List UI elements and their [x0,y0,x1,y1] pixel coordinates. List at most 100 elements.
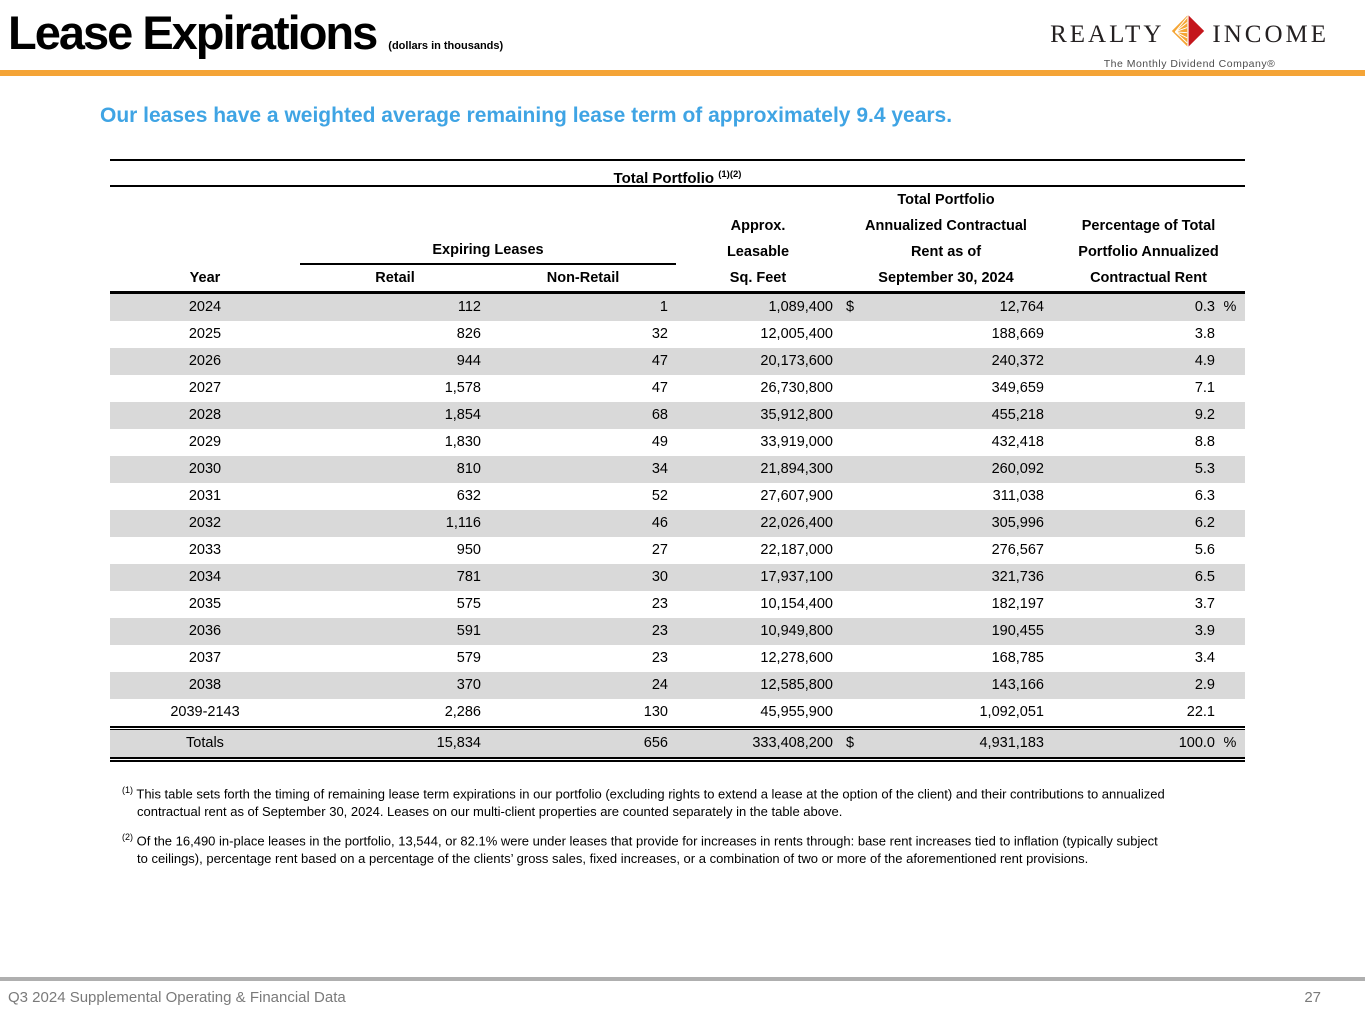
non-retail-cell: 130 [643,704,668,720]
table-row: 2035 575 23 10,154,400 182,197 3.7 [110,591,1245,618]
non-retail-cell: 24 [651,677,668,693]
year-cell: 2027 [188,380,222,396]
dollar-sign-cell [840,375,864,402]
table-row: 2025 826 32 12,005,400 188,669 3.8 [110,321,1245,348]
rent-cell: 188,669 [991,326,1044,342]
dollar-sign-cell [840,483,864,510]
footnote-1-text: This table sets forth the timing of rema… [136,786,1165,819]
page-title: Lease Expirations [8,6,378,59]
rent-cell: 260,092 [991,461,1044,477]
year-cell: Totals [186,735,224,751]
year-cell: 2031 [188,488,222,504]
retail-cell: 591 [456,623,481,639]
year-cell: 2030 [188,461,222,477]
rent-cell: 321,736 [991,569,1044,585]
non-retail-cell: 23 [651,623,668,639]
retail-cell: 1,854 [444,407,481,423]
percentage-cell: 0.3 % [1194,299,1237,315]
year-cell: 2032 [188,515,222,531]
percentage-cell: 5.3 [1194,461,1215,477]
percentage-cell: 100.0 % [1178,735,1237,751]
sq-feet-cell: 33,919,000 [760,434,833,450]
table-row: 2033 950 27 22,187,000 276,567 5.6 [110,537,1245,564]
sq-feet-cell: 10,154,400 [760,596,833,612]
retail-cell: 579 [456,650,481,666]
sq-feet-cell: 22,026,400 [760,515,833,531]
non-retail-cell: 32 [651,326,668,342]
non-retail-cell: 68 [651,407,668,423]
retail-cell: 1,116 [445,515,481,531]
percentage-cell: 7.1 [1194,380,1215,396]
percentage-cell: 9.2 [1194,407,1215,423]
percentage-cell: 6.2 [1194,515,1215,531]
footnotes: (1) This table sets forth the timing of … [122,782,1167,868]
sq-feet-cell: 35,912,800 [760,407,833,423]
sq-feet-cell: 17,937,100 [760,569,833,585]
percentage-cell: 3.9 [1194,623,1215,639]
col-header-retail: Retail [375,270,415,286]
table-row: 2031 632 52 27,607,900 311,038 6.3 [110,483,1245,510]
retail-cell: 1,578 [444,380,481,396]
dollar-sign-cell [840,699,864,726]
table-row: 2032 1,116 46 22,026,400 305,996 6.2 [110,510,1245,537]
retail-cell: 632 [456,488,481,504]
dollar-sign-cell [840,564,864,591]
retail-cell: 575 [456,596,481,612]
table-row: 2036 591 23 10,949,800 190,455 3.9 [110,618,1245,645]
year-cell: 2037 [188,650,222,666]
year-cell: 2038 [188,677,222,693]
rent-cell: 1,092,051 [979,704,1044,720]
logo-diamond-icon [1171,14,1205,55]
sq-feet-cell: 12,278,600 [760,650,833,666]
retail-cell: 370 [456,677,481,693]
rent-cell: 349,659 [991,380,1044,396]
sq-feet-cell: 45,955,900 [760,704,833,720]
percentage-cell: 3.8 [1194,326,1215,342]
footnote-2-text: Of the 16,490 in-place leases in the por… [136,833,1158,867]
group-header-footnote-refs: (1)(2) [718,169,742,180]
dollar-sign-cell [840,456,864,483]
dollar-sign-cell [840,672,864,699]
dollar-sign-cell [840,429,864,456]
col-header-percentage: Percentage of Total Portfolio Annualized… [1078,218,1219,286]
dollar-sign-cell [840,591,864,618]
percentage-cell: 3.7 [1194,596,1215,612]
dollar-sign-cell [840,402,864,429]
retail-cell: 944 [456,353,481,369]
year-cell: 2025 [188,326,222,342]
table-row: 2034 781 30 17,937,100 321,736 6.5 [110,564,1245,591]
rent-cell: 240,372 [991,353,1044,369]
rent-cell: 311,038 [992,488,1044,504]
col-header-year: Year [189,270,221,286]
col-header-non-retail: Non-Retail [546,270,620,286]
rent-cell: 143,166 [991,677,1044,693]
year-cell: 2039-2143 [170,704,240,720]
sq-feet-cell: 27,607,900 [760,488,833,504]
percentage-cell: 4.9 [1194,353,1215,369]
non-retail-cell: 656 [643,735,668,751]
retail-cell: 781 [456,569,481,585]
rent-cell: 432,418 [991,434,1044,450]
table-row: 2024 112 1 1,089,400 $ 12,764 0.3 % [110,294,1245,321]
logo-brand-right: INCOME [1212,20,1329,48]
rent-cell: 182,197 [991,596,1044,612]
rent-cell: 276,567 [991,542,1044,558]
percentage-cell: 5.6 [1194,542,1215,558]
page-number: 27 [1304,989,1321,1006]
rent-cell: 12,764 [999,299,1044,315]
realty-income-logo: REALTY INCOME The Mo [1050,6,1355,70]
sq-feet-cell: 22,187,000 [760,542,833,558]
footnote-2: (2) Of the 16,490 in-place leases in the… [122,829,1167,867]
table-row: 2028 1,854 68 35,912,800 455,218 9.2 [110,402,1245,429]
col-header-annualized-rent: Total Portfolio Annualized Contractual R… [865,192,1027,286]
year-cell: 2029 [188,434,222,450]
non-retail-cell: 46 [651,515,668,531]
dollar-sign-cell [840,510,864,537]
non-retail-cell: 23 [651,650,668,666]
dollar-sign-cell [840,645,864,672]
footer-divider [0,977,1365,981]
logo-brand-left: REALTY [1050,20,1165,48]
retail-cell: 15,834 [436,735,481,751]
totals-bottom-rule [110,757,1245,762]
percentage-cell: 3.4 [1194,650,1215,666]
